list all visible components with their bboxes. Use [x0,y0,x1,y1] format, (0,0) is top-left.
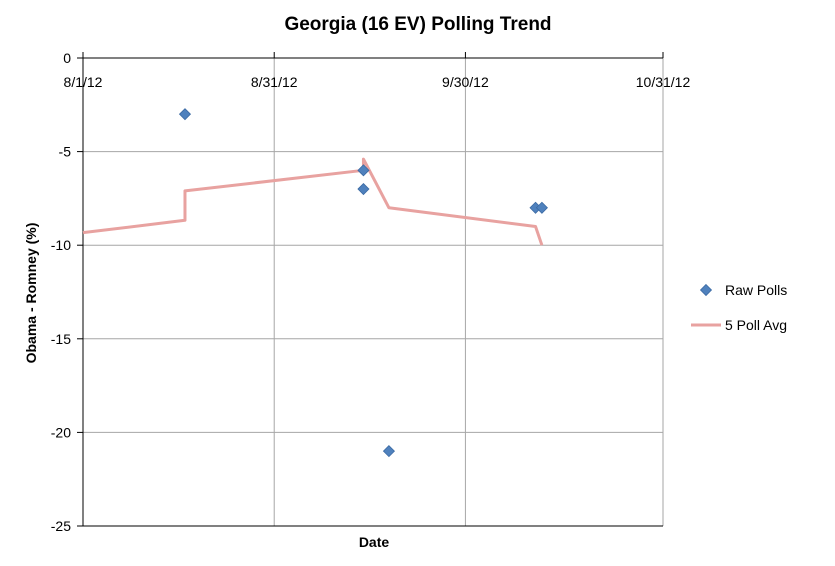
y-tick-label: -5 [59,144,72,160]
raw-poll-point [357,164,370,177]
y-tick-labels: 0 -5 -10 -15 -20 -25 [51,50,71,534]
y-tick-label: -25 [51,518,71,534]
chart-title: Georgia (16 EV) Polling Trend [284,14,551,35]
y-tick-label: -15 [51,331,71,347]
raw-polls-series [178,108,548,458]
raw-poll-point [357,182,370,196]
axes [77,52,664,527]
y-axis-label: Obama - Romney (%) [23,223,39,364]
x-tick-label: 10/31/12 [636,74,691,90]
avg-line [82,157,544,246]
raw-poll-point [535,201,548,214]
avg-series [82,157,544,246]
legend-label: Raw Polls [725,282,787,298]
grid-lines [83,57,664,526]
x-tick-labels: 8/1/12 8/31/12 9/30/12 10/31/12 [64,74,691,90]
x-tick-label: 8/1/12 [64,74,103,90]
x-axis-label: Date [359,534,390,550]
legend: Raw Polls 5 Poll Avg [691,282,787,333]
y-tick-label: 0 [63,50,71,66]
x-tick-label: 9/30/12 [442,74,489,90]
legend-label: 5 Poll Avg [725,317,787,333]
x-tick-label: 8/31/12 [251,74,298,90]
raw-poll-point [382,445,395,458]
raw-poll-point [178,108,192,121]
legend-diamond-swatch [699,283,713,297]
y-tick-label: -20 [51,424,71,440]
y-tick-label: -10 [51,237,71,253]
